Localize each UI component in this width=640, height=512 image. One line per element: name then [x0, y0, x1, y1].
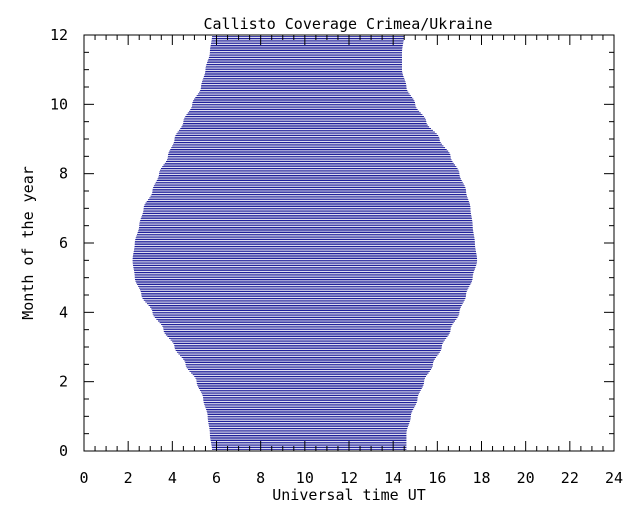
x-tick-label: 20: [517, 469, 535, 487]
y-tick-labels: 0 2 4 6 8 10 12: [50, 26, 68, 460]
coverage-lines: [132, 34, 478, 452]
x-axis-label: Universal time UT: [272, 486, 426, 504]
y-axis-label: Month of the year: [19, 166, 37, 320]
x-tick-label: 0: [79, 469, 88, 487]
x-tick-labels: 0 2 4 6 8 10 12 14 16 18 20 22 24: [79, 469, 623, 487]
x-tick-label: 12: [340, 469, 358, 487]
x-tick-label: 14: [384, 469, 402, 487]
y-tick-label: 8: [59, 165, 68, 183]
x-tick-label: 4: [168, 469, 177, 487]
x-tick-label: 24: [605, 469, 623, 487]
x-tick-label: 8: [256, 469, 265, 487]
x-tick-label: 16: [428, 469, 446, 487]
x-tick-label: 6: [212, 469, 221, 487]
plot-frame: [83, 34, 615, 452]
x-tick-label: 2: [124, 469, 133, 487]
x-tick-label: 22: [561, 469, 579, 487]
x-tick-label: 10: [296, 469, 314, 487]
y-tick-label: 10: [50, 95, 68, 113]
y-tick-label: 2: [59, 373, 68, 391]
y-tick-label: 4: [59, 303, 68, 321]
y-tick-label: 6: [59, 234, 68, 252]
y-tick-label: 0: [59, 442, 68, 460]
x-tick-label: 18: [472, 469, 490, 487]
y-tick-label: 12: [50, 26, 68, 44]
chart-title: Callisto Coverage Crimea/Ukraine: [204, 15, 493, 33]
